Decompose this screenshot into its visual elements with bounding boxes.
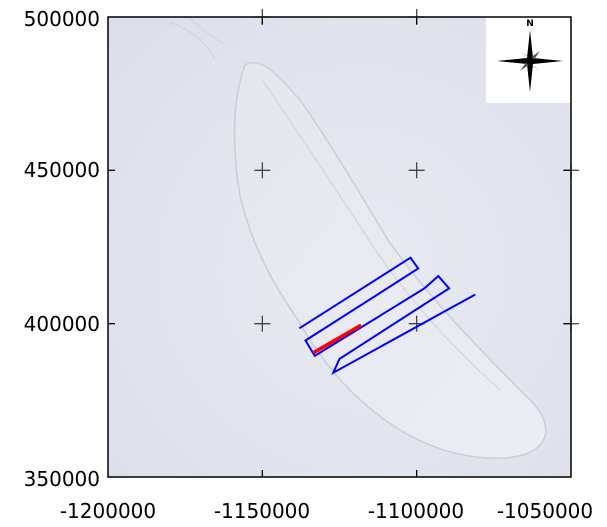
x-tick-label-minus-1150000: -1150000	[214, 499, 310, 523]
grid-cross	[408, 162, 425, 179]
x-tick-label-minus-1100000: -1100000	[368, 499, 464, 523]
survey-line-loop-2	[331, 274, 476, 376]
grid-cross	[254, 162, 271, 179]
north-label: N	[526, 19, 534, 29]
x-tick-label-minus-1200000: -1200000	[60, 499, 156, 523]
compass-star-icon	[497, 30, 563, 92]
y-tick-label-400000: 400000	[24, 312, 100, 336]
map-frame	[107, 16, 572, 478]
y-tick-label-350000: 350000	[24, 467, 100, 491]
grid-cross	[254, 315, 271, 332]
terrain-texture	[169, 17, 226, 61]
glacier-ridge	[261, 79, 501, 391]
survey-line-loop-1	[298, 256, 425, 358]
axis-tick-marks	[108, 17, 571, 477]
y-tick-label-450000: 450000	[24, 158, 100, 182]
highlighted-survey-segment	[312, 323, 362, 355]
y-tick-label-500000: 500000	[24, 7, 100, 31]
north-arrow-inset: N	[486, 17, 571, 103]
x-tick-label-minus-1050000: -1050000	[497, 499, 593, 523]
